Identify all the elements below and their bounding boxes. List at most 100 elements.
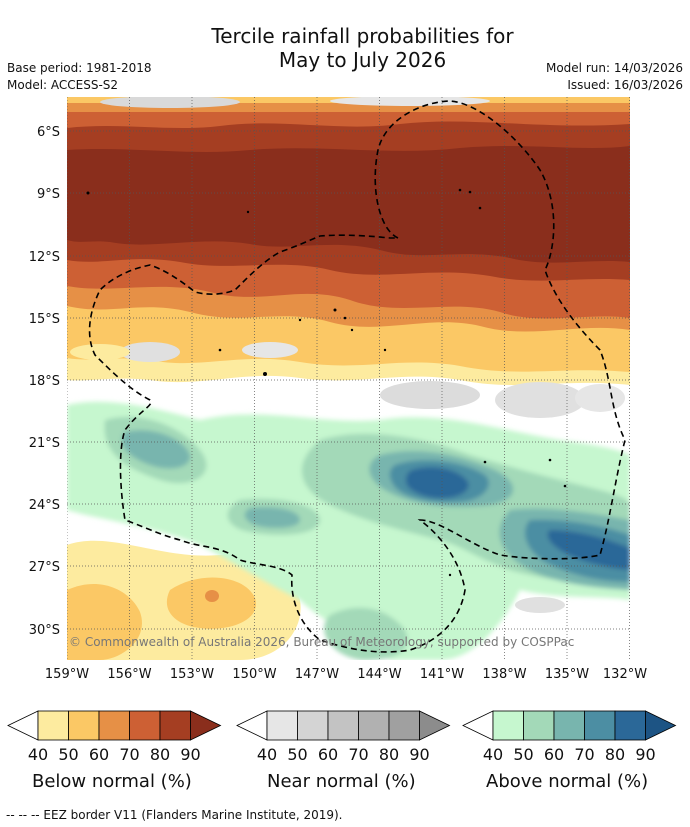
colorbar-tick-label: 50 bbox=[513, 745, 533, 764]
near-normal-patch bbox=[515, 597, 565, 613]
island bbox=[86, 191, 90, 195]
colorbar-segment bbox=[388, 710, 420, 741]
model-run: Model run: 14/03/2026 bbox=[545, 61, 683, 75]
near-normal-patch bbox=[575, 384, 625, 412]
near-normal-label: Near normal (%) bbox=[267, 771, 416, 792]
colorbar-tick-label: 60 bbox=[544, 745, 564, 764]
colorbar-2: 40 50 60 70 80 90 bbox=[462, 710, 677, 764]
latitude-labels: 6°S 9°S 12°S 15°S 18°S 21°S 24°S 27°S 30… bbox=[29, 125, 60, 638]
colorbar-1: 40 50 60 70 80 90 bbox=[236, 710, 451, 764]
lat-label: 24°S bbox=[29, 498, 60, 513]
near-normal-patch bbox=[495, 382, 585, 418]
map-title-line2: May to July 2026 bbox=[278, 48, 447, 72]
island bbox=[458, 188, 462, 192]
colorbar-legends: 40 50 60 70 80 90 40 50 60 70 80 90 40 50 60 70 80 90 bbox=[7, 710, 677, 764]
below-normal-patch bbox=[166, 577, 256, 629]
lat-label: 6°S bbox=[37, 125, 60, 140]
colorbar-upper-extension bbox=[190, 710, 222, 741]
below-normal-label: Below normal (%) bbox=[32, 771, 192, 792]
lon-label: 132°W bbox=[603, 667, 647, 682]
rainfall-map: © Commonwealth of Australia 2026, Bureau… bbox=[7, 97, 677, 764]
near-normal-patch bbox=[120, 342, 180, 362]
island bbox=[298, 318, 302, 322]
colorbar-segment bbox=[37, 710, 69, 741]
colorbar-tick-label: 70 bbox=[574, 745, 594, 764]
island bbox=[383, 348, 387, 352]
island bbox=[448, 573, 452, 577]
colorbar-segment bbox=[358, 710, 390, 741]
below-normal-patch bbox=[205, 590, 219, 602]
island bbox=[350, 328, 354, 332]
colorbar-segment bbox=[327, 710, 359, 741]
above-normal-80 bbox=[405, 467, 469, 499]
island bbox=[548, 458, 552, 462]
above-normal-60 bbox=[121, 430, 191, 469]
colorbar-segment bbox=[553, 710, 585, 741]
colorbar-tick-label: 90 bbox=[180, 745, 200, 764]
lon-label: 153°W bbox=[170, 667, 214, 682]
colorbar-0: 40 50 60 70 80 90 bbox=[7, 710, 222, 764]
colorbar-tick-label: 70 bbox=[348, 745, 368, 764]
lon-label: 147°W bbox=[295, 667, 339, 682]
colorbar-lower-extension bbox=[236, 710, 268, 741]
colorbar-segment bbox=[614, 710, 646, 741]
lon-label: 159°W bbox=[45, 667, 89, 682]
model-name: Model: ACCESS-S2 bbox=[7, 78, 119, 92]
map-title-line1: Tercile rainfall probabilities for bbox=[211, 24, 514, 48]
islands bbox=[86, 188, 567, 577]
colorbar-segment bbox=[159, 710, 191, 741]
colorbar-tick-label: 90 bbox=[635, 745, 655, 764]
probability-field: © Commonwealth of Australia 2026, Bureau… bbox=[67, 97, 630, 660]
colorbar-tick-label: 70 bbox=[119, 745, 139, 764]
colorbar-upper-extension bbox=[419, 710, 451, 741]
above-normal-60 bbox=[244, 507, 300, 528]
issued-date: Issued: 16/03/2026 bbox=[567, 78, 683, 92]
island bbox=[246, 210, 250, 214]
colorbar-tick-label: 60 bbox=[318, 745, 338, 764]
eez-footnote: -- -- -- EEZ border V11 (Flanders Marine… bbox=[6, 808, 343, 822]
colorbar-tick-label: 80 bbox=[605, 745, 625, 764]
island bbox=[468, 190, 472, 194]
colorbar-segment bbox=[297, 710, 329, 741]
near-normal-patch bbox=[242, 342, 298, 358]
above-normal-80 bbox=[547, 530, 630, 570]
island bbox=[218, 348, 222, 352]
island bbox=[343, 316, 347, 320]
lat-label: 9°S bbox=[37, 187, 60, 202]
lat-label: 27°S bbox=[29, 560, 60, 575]
colorbar-lower-extension bbox=[7, 710, 39, 741]
island bbox=[563, 484, 567, 488]
colorbar-tick-label: 50 bbox=[287, 745, 307, 764]
colorbar-tick-label: 60 bbox=[89, 745, 109, 764]
colorbar-tick-label: 40 bbox=[28, 745, 48, 764]
near-normal-patch bbox=[380, 381, 480, 409]
above-normal-label: Above normal (%) bbox=[486, 771, 649, 792]
colorbar-lower-extension bbox=[462, 710, 494, 741]
colorbar-tick-label: 80 bbox=[150, 745, 170, 764]
lat-label: 18°S bbox=[29, 374, 60, 389]
base-period: Base period: 1981-2018 bbox=[7, 61, 152, 75]
above-normal-field bbox=[67, 401, 630, 660]
graticule bbox=[67, 97, 630, 660]
colorbar-segment bbox=[129, 710, 161, 741]
lon-label: 144°W bbox=[357, 667, 401, 682]
lat-label: 21°S bbox=[29, 436, 60, 451]
lat-label: 15°S bbox=[29, 312, 60, 327]
colorbar-tick-label: 80 bbox=[379, 745, 399, 764]
colorbar-tick-label: 50 bbox=[58, 745, 78, 764]
lon-label: 156°W bbox=[107, 667, 151, 682]
colorbar-segment bbox=[98, 710, 130, 741]
band-below-90 bbox=[67, 146, 630, 263]
colorbar-upper-extension bbox=[645, 710, 677, 741]
island bbox=[333, 308, 337, 312]
near-normal-patch bbox=[100, 97, 240, 108]
colorbar-segment bbox=[68, 710, 100, 741]
colorbar-segment bbox=[584, 710, 616, 741]
lon-label: 135°W bbox=[545, 667, 589, 682]
near-normal-patch bbox=[330, 97, 490, 106]
colorbar-tick-label: 90 bbox=[409, 745, 429, 764]
lon-label: 141°W bbox=[420, 667, 464, 682]
colorbar-tick-label: 40 bbox=[257, 745, 277, 764]
lat-label: 12°S bbox=[29, 250, 60, 265]
longitude-labels: 159°W 156°W 153°W 150°W 147°W 144°W 141°… bbox=[45, 667, 647, 682]
